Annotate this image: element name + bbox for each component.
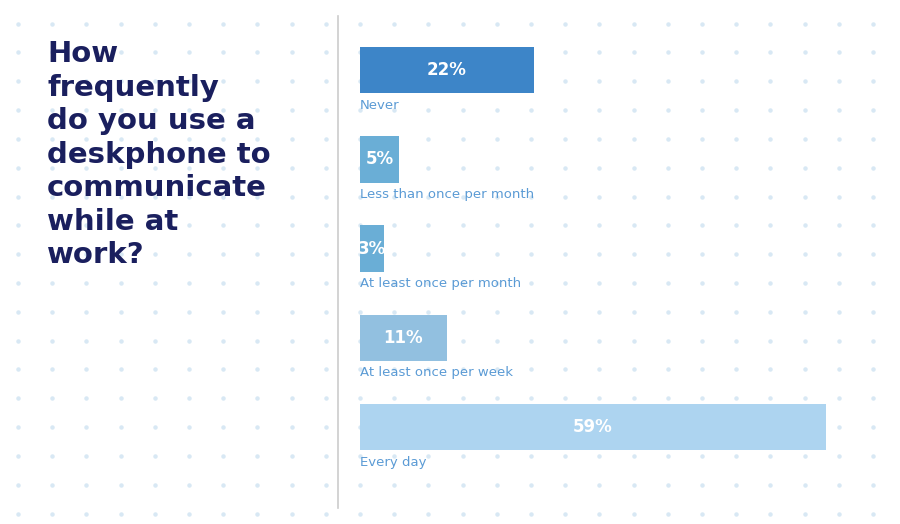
Text: 22%: 22% <box>427 61 467 79</box>
Bar <box>360 315 446 361</box>
Text: 59%: 59% <box>573 418 613 436</box>
Bar <box>360 404 825 450</box>
Bar <box>360 47 534 93</box>
Text: Every day: Every day <box>360 456 427 469</box>
Text: Less than once per month: Less than once per month <box>360 188 534 201</box>
Text: Never: Never <box>360 99 400 112</box>
Text: 11%: 11% <box>383 329 423 347</box>
Text: 5%: 5% <box>365 150 394 168</box>
Text: How
frequently
do you use a
deskphone to
communicate
while at
work?: How frequently do you use a deskphone to… <box>47 40 271 269</box>
Text: At least once per week: At least once per week <box>360 366 513 379</box>
Text: 3%: 3% <box>357 239 386 258</box>
Text: At least once per month: At least once per month <box>360 277 521 290</box>
Bar <box>360 225 383 272</box>
Bar <box>360 136 400 182</box>
